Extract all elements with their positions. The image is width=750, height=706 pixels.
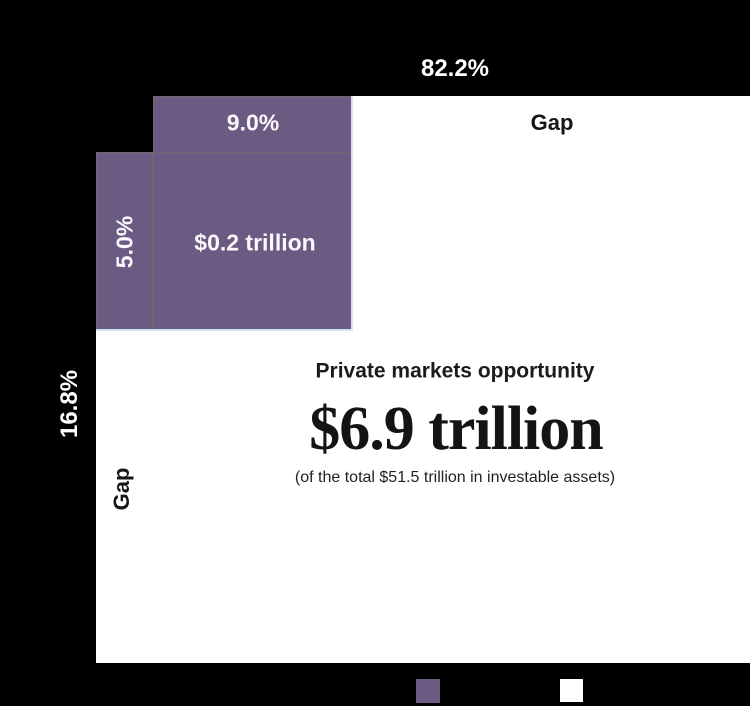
- purple-white-edge-horizontal: [96, 329, 353, 331]
- left-gap-label: Gap: [108, 467, 134, 511]
- purple-white-edge-vertical: [351, 96, 353, 331]
- gap-region-bottom: [96, 330, 750, 663]
- allocation-left-strip: [96, 152, 153, 330]
- top-gap-label: Gap: [530, 109, 574, 135]
- opportunity-value: $6.9 trillion: [309, 394, 604, 463]
- opportunity-title: Private markets opportunity: [315, 359, 595, 383]
- opportunity-note: (of the total $51.5 trillion in investab…: [294, 469, 616, 487]
- top-gap-percent-label: 82.2%: [420, 54, 490, 82]
- gap-region-top-right: [352, 96, 750, 330]
- current-allocation-value-label: $0.2 trillion: [194, 229, 316, 256]
- column-percent-label: 9.0%: [226, 109, 280, 136]
- allocation-main-block: [153, 152, 352, 330]
- legend-swatch-allocation: [416, 679, 440, 703]
- left-gap-percent-label: 16.8%: [55, 369, 83, 439]
- legend-swatch-gap: [560, 679, 583, 702]
- row-percent-label: 5.0%: [111, 215, 138, 269]
